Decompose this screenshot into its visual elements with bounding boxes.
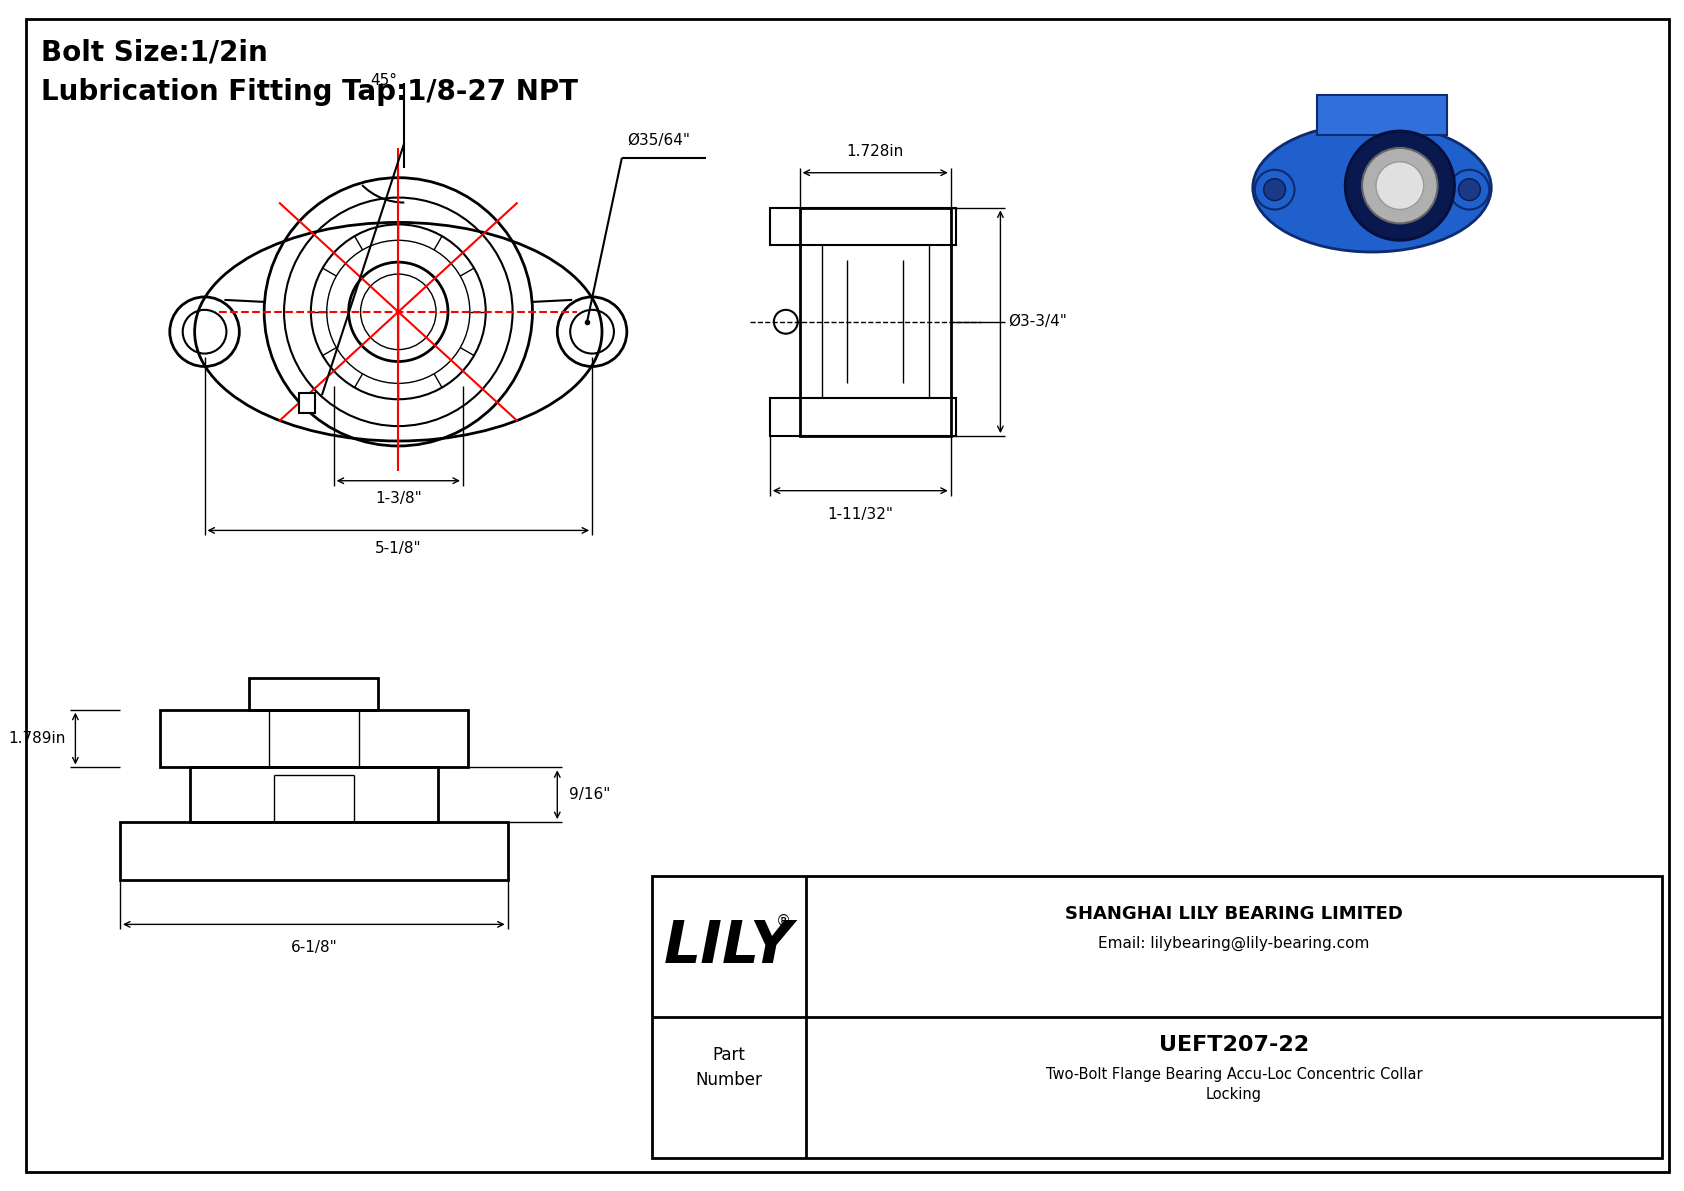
Text: 5-1/8": 5-1/8" bbox=[376, 541, 421, 556]
Text: LILY: LILY bbox=[663, 918, 793, 975]
Bar bbox=[770, 398, 957, 436]
Circle shape bbox=[1450, 170, 1489, 210]
Circle shape bbox=[1458, 179, 1480, 200]
Bar bbox=[800, 207, 951, 436]
Text: Number: Number bbox=[695, 1071, 763, 1089]
Text: Email: lilybearing@lily-bearing.com: Email: lilybearing@lily-bearing.com bbox=[1098, 936, 1369, 952]
Bar bbox=[160, 710, 468, 767]
Text: Locking: Locking bbox=[1206, 1087, 1261, 1103]
Bar bbox=[652, 877, 1662, 1159]
Circle shape bbox=[1346, 131, 1455, 241]
Text: 1.728in: 1.728in bbox=[847, 144, 904, 158]
Bar bbox=[120, 822, 507, 880]
Text: Ø3-3/4": Ø3-3/4" bbox=[1009, 314, 1068, 329]
Text: 6-1/8": 6-1/8" bbox=[290, 940, 337, 955]
Bar bbox=[770, 207, 957, 245]
Text: Lubrication Fitting Tap:1/8-27 NPT: Lubrication Fitting Tap:1/8-27 NPT bbox=[40, 79, 578, 106]
Text: 1-3/8": 1-3/8" bbox=[376, 491, 421, 506]
Text: 9/16": 9/16" bbox=[569, 787, 611, 803]
Text: Part: Part bbox=[712, 1046, 744, 1064]
Text: UEFT207-22: UEFT207-22 bbox=[1159, 1035, 1308, 1055]
Circle shape bbox=[1255, 170, 1295, 210]
Bar bbox=[1317, 95, 1447, 135]
Text: Two-Bolt Flange Bearing Accu-Loc Concentric Collar: Two-Bolt Flange Bearing Accu-Loc Concent… bbox=[1046, 1067, 1423, 1083]
Text: 1.789in: 1.789in bbox=[8, 731, 66, 746]
Circle shape bbox=[1362, 148, 1438, 224]
Text: 1-11/32": 1-11/32" bbox=[827, 506, 893, 522]
Ellipse shape bbox=[1253, 123, 1492, 252]
Bar bbox=[190, 767, 438, 822]
Bar bbox=[300, 393, 315, 413]
Text: Ø35/64": Ø35/64" bbox=[626, 133, 690, 148]
Circle shape bbox=[1263, 179, 1285, 200]
Bar bbox=[249, 678, 379, 710]
Circle shape bbox=[1376, 162, 1423, 210]
Text: 45°: 45° bbox=[370, 74, 397, 88]
Text: ®: ® bbox=[776, 913, 791, 929]
Text: Bolt Size:1/2in: Bolt Size:1/2in bbox=[40, 38, 268, 67]
Text: SHANGHAI LILY BEARING LIMITED: SHANGHAI LILY BEARING LIMITED bbox=[1064, 905, 1403, 923]
